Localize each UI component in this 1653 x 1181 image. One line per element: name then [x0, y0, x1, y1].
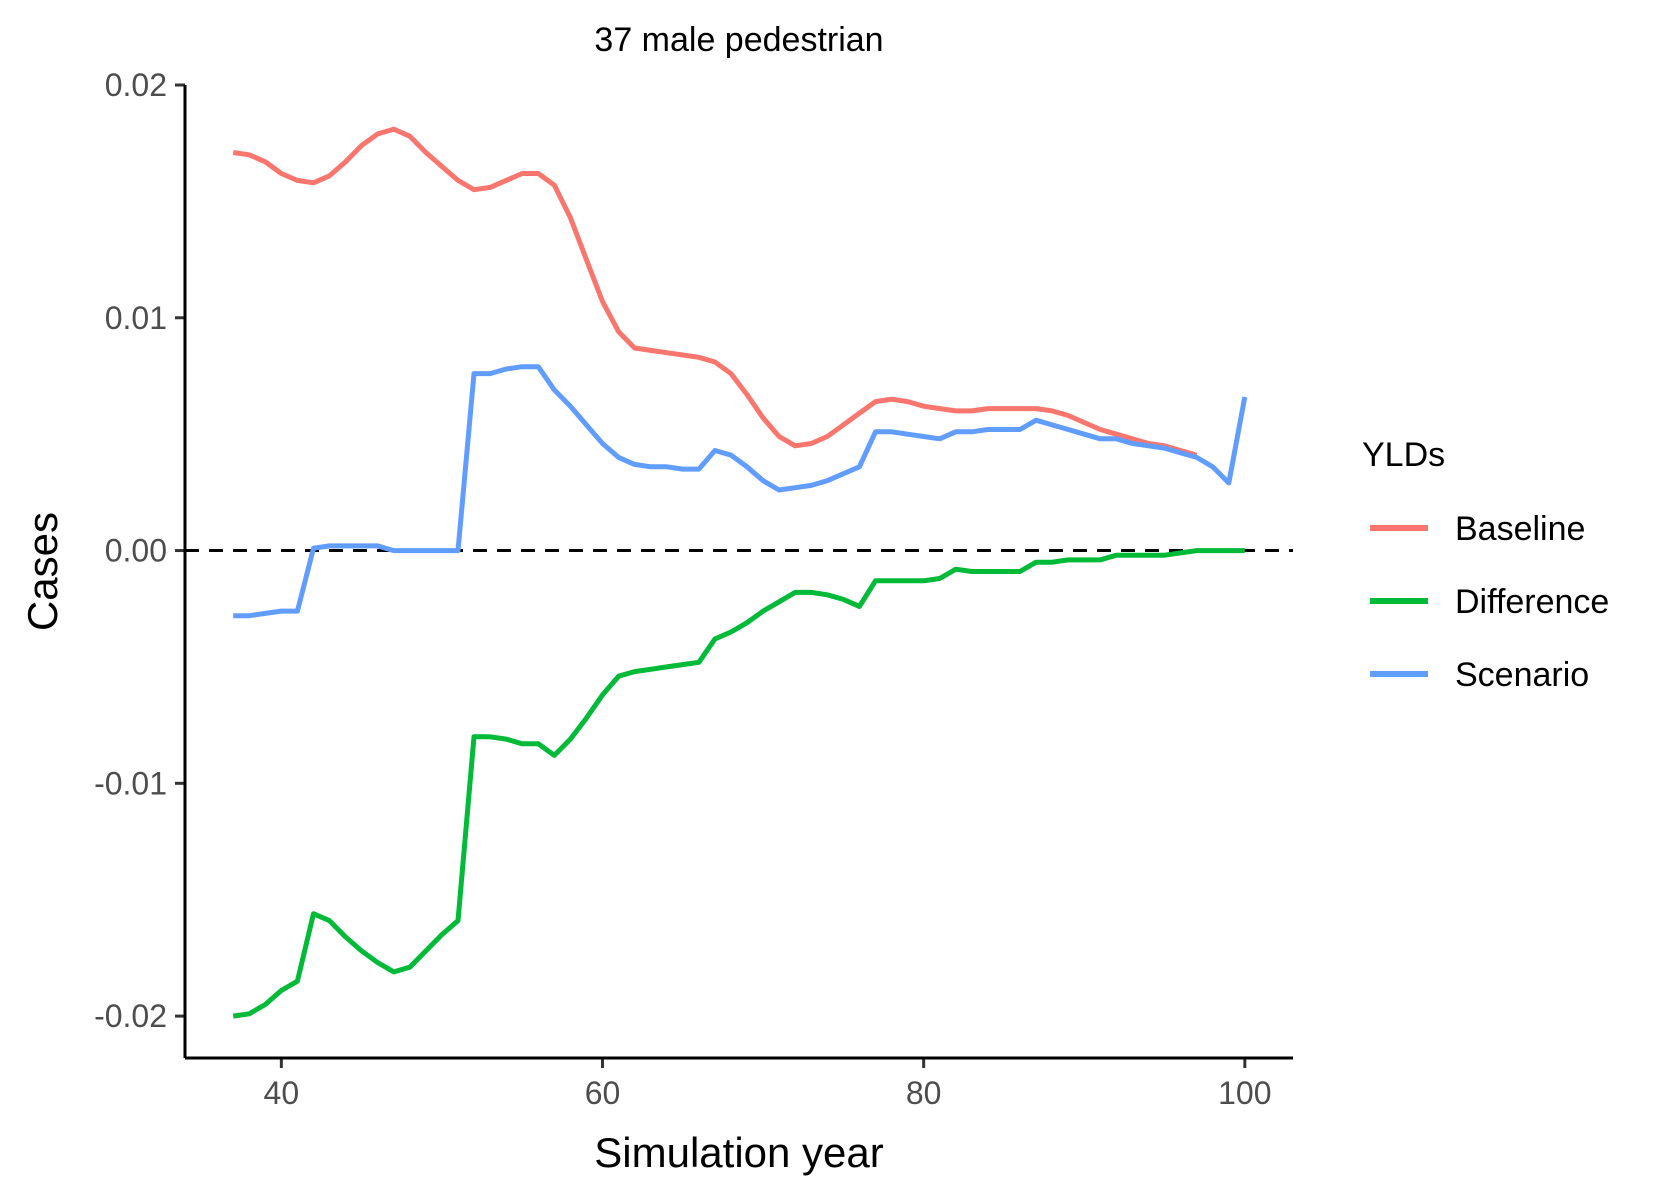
x-axis-title: Simulation year	[594, 1129, 883, 1176]
legend: YLDs Baseline Difference Scenario	[1362, 436, 1609, 694]
legend-label-scenario: Scenario	[1455, 656, 1589, 694]
y-axis-ticks: -0.02 -0.01 0.00 0.01 0.02	[94, 67, 185, 1034]
legend-label-baseline: Baseline	[1455, 510, 1585, 548]
legend-title: YLDs	[1362, 436, 1445, 474]
series-line-scenario	[233, 364, 1248, 619]
chart-title: 37 male pedestrian	[594, 21, 883, 59]
y-tick-label: -0.02	[94, 998, 167, 1034]
x-tick-label: 80	[906, 1075, 942, 1111]
x-tick-label: 100	[1218, 1075, 1271, 1111]
y-tick-label: 0.01	[105, 300, 167, 336]
legend-label-difference: Difference	[1455, 583, 1609, 621]
y-tick-label: 0.02	[105, 67, 167, 103]
x-tick-label: 60	[585, 1075, 621, 1111]
y-tick-label: 0.00	[105, 533, 167, 569]
series-line-difference	[232, 548, 1245, 1019]
x-axis-ticks: 40 60 80 100	[264, 1058, 1272, 1111]
series-lines	[232, 126, 1248, 1019]
series-line-baseline	[232, 126, 1198, 458]
x-tick-label: 40	[264, 1075, 300, 1111]
legend-items: Baseline Difference Scenario	[1370, 510, 1609, 694]
y-axis-title: Cases	[19, 512, 66, 631]
y-tick-label: -0.01	[94, 765, 167, 801]
